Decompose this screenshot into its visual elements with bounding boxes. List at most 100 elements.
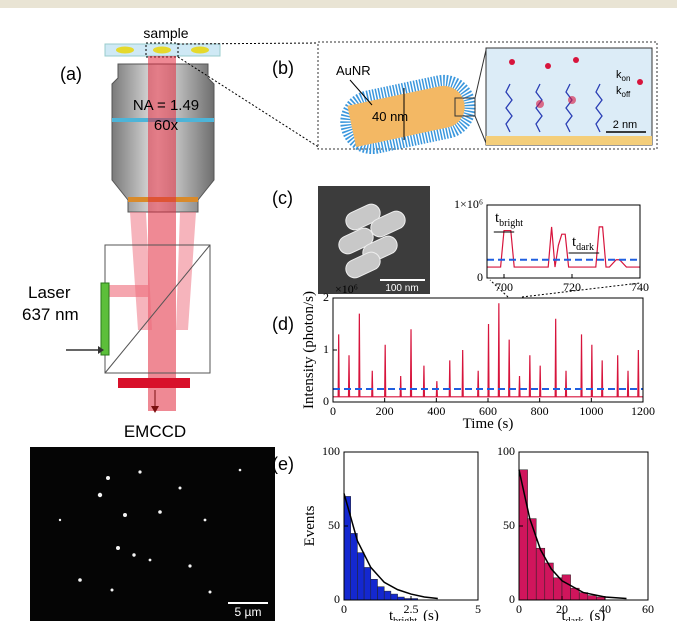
bar bbox=[587, 595, 597, 601]
panel-label: (c) bbox=[272, 188, 293, 208]
x-tick-label: 0 bbox=[341, 602, 347, 616]
bar bbox=[383, 590, 392, 601]
bar bbox=[544, 562, 554, 601]
size-label: 40 nm bbox=[372, 109, 408, 124]
x-tick-label: 2.5 bbox=[404, 602, 419, 616]
zoom-line bbox=[177, 42, 321, 45]
ligand-shell bbox=[340, 74, 476, 155]
y-tick-label: 0 bbox=[334, 592, 340, 606]
annotation-symbol: t bbox=[572, 234, 577, 250]
koff: koff bbox=[616, 85, 631, 99]
x-tick-label: 20 bbox=[556, 602, 568, 616]
y-axis-label: Events bbox=[302, 505, 318, 546]
bar bbox=[363, 567, 372, 601]
zoom-line bbox=[474, 49, 487, 99]
y-multiplier: ×10⁶ bbox=[335, 282, 358, 296]
rod bbox=[345, 203, 381, 231]
x-tick-label: 1200 bbox=[631, 404, 655, 418]
bar bbox=[390, 593, 398, 601]
laser-filter bbox=[100, 282, 110, 356]
panel-label: (d) bbox=[272, 314, 294, 334]
x-axis-label: tdark (s) bbox=[562, 608, 606, 621]
y-axis-label: Intensity (photon/s) bbox=[301, 291, 317, 409]
y-tick-label: 100 bbox=[322, 444, 340, 458]
annotation: tdark bbox=[572, 234, 594, 253]
x-tick-label: 600 bbox=[479, 404, 497, 418]
zoom-line bbox=[521, 282, 641, 298]
koff-sub: off bbox=[622, 90, 632, 99]
bar bbox=[350, 533, 358, 601]
leader bbox=[349, 79, 373, 106]
bar bbox=[561, 574, 571, 601]
beam bbox=[130, 212, 196, 330]
emitters bbox=[58, 468, 242, 594]
y-tick-label: 1 bbox=[323, 342, 329, 356]
x-axis-label: tbright (s) bbox=[389, 608, 439, 621]
nanorod-panel: (b) AuNR 40 nm 2 nm kon koff bbox=[272, 41, 658, 155]
magnification: 60x bbox=[154, 117, 179, 134]
x-tick-label: 1000 bbox=[579, 404, 603, 418]
y-tick-label: 1×10⁶ bbox=[454, 197, 483, 211]
gold-surface bbox=[486, 136, 652, 145]
x-axis-label: Time (s) bbox=[463, 416, 514, 432]
strands bbox=[505, 83, 603, 133]
x-tick-label: 60 bbox=[642, 602, 654, 616]
scale-label: 100 nm bbox=[385, 283, 418, 294]
x-tick-label: 800 bbox=[531, 404, 549, 418]
detector-label: EMCCD bbox=[124, 422, 186, 441]
rod bbox=[345, 251, 381, 279]
scale-label: 2 nm bbox=[613, 119, 637, 131]
particle bbox=[116, 46, 134, 54]
sem-image: 100 nm bbox=[318, 186, 430, 294]
annotation-symbol: t bbox=[495, 210, 500, 226]
panel-label: (b) bbox=[272, 58, 294, 78]
x-tick-label: 40 bbox=[599, 602, 611, 616]
particle bbox=[153, 46, 171, 54]
zoom-box bbox=[454, 97, 476, 117]
bar bbox=[527, 518, 537, 601]
kon: kon bbox=[616, 69, 630, 83]
x-tick-label: 400 bbox=[427, 404, 445, 418]
fluorescence-image: 5 µm bbox=[30, 447, 275, 621]
zoom-line bbox=[177, 56, 321, 149]
beam bbox=[108, 285, 148, 297]
x-axis-label-symbol: t bbox=[389, 608, 394, 621]
y-tick-label: 50 bbox=[328, 518, 340, 532]
x-axis-label-sub: bright bbox=[393, 616, 417, 621]
annotation-sub: dark bbox=[576, 242, 594, 253]
x-tick-label: 0 bbox=[516, 602, 522, 616]
annotation-sub: bright bbox=[499, 218, 523, 229]
plot-frame bbox=[486, 204, 641, 279]
kon-symbol: k bbox=[616, 69, 622, 81]
y-tick-label: 0 bbox=[323, 394, 329, 408]
microscope: (a) sample NA = 1.49 60x Laser 637 nm EM… bbox=[22, 25, 321, 441]
zoom-line bbox=[474, 115, 487, 144]
sample-label: sample bbox=[143, 25, 188, 41]
y-tick-label: 2 bbox=[323, 290, 329, 304]
x-tick-label: 5 bbox=[475, 602, 481, 616]
x-axis-label-symbol: t bbox=[562, 608, 567, 621]
probes bbox=[509, 57, 643, 108]
emission-filter bbox=[118, 378, 190, 388]
annotation: tbright bbox=[495, 210, 523, 229]
nanorod bbox=[347, 93, 413, 147]
zoom-line bbox=[489, 279, 509, 298]
x-axis-label-unit: (s) bbox=[423, 608, 439, 621]
rod bbox=[338, 227, 374, 255]
trace bbox=[487, 226, 640, 268]
top-band bbox=[0, 0, 677, 8]
x-axis-label-sub: dark bbox=[566, 616, 584, 621]
na-label: NA = 1.49 bbox=[133, 97, 199, 114]
laser-label: 637 nm bbox=[22, 305, 79, 324]
x-tick-label: 740 bbox=[631, 280, 649, 294]
beam bbox=[148, 56, 176, 411]
y-tick-label: 100 bbox=[497, 444, 515, 458]
x-tick-label: 720 bbox=[563, 280, 581, 294]
image-background bbox=[30, 447, 275, 621]
koff-symbol: k bbox=[616, 85, 622, 97]
particle bbox=[191, 46, 209, 54]
trace bbox=[333, 303, 643, 398]
bar bbox=[370, 579, 378, 601]
sem-background bbox=[318, 186, 430, 294]
